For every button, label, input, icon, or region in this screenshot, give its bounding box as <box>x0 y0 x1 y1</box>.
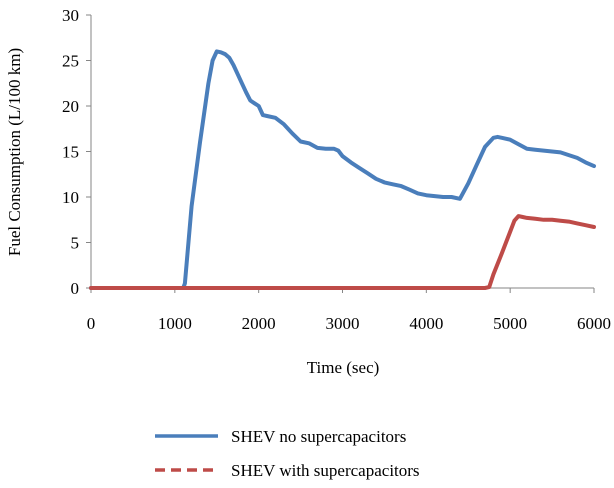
series-line-with-supercapacitors <box>89 214 596 290</box>
x-tick-label: 1000 <box>158 314 192 333</box>
y-tick-label: 25 <box>62 52 79 71</box>
x-tick-label: 2000 <box>242 314 276 333</box>
x-tick-label: 3000 <box>326 314 360 333</box>
y-tick-label: 30 <box>62 6 79 25</box>
y-tick-label: 15 <box>62 143 79 162</box>
y-tick-label: 10 <box>62 188 79 207</box>
x-tick-label: 4000 <box>409 314 443 333</box>
legend: SHEV no supercapacitors SHEV with superc… <box>155 427 420 480</box>
x-axis-label: Time (sec) <box>307 358 380 377</box>
y-tick-label: 20 <box>62 97 79 116</box>
legend-label-no-supercapacitors: SHEV no supercapacitors <box>231 427 406 446</box>
x-tick-label: 0 <box>87 314 96 333</box>
legend-label-with-supercapacitors: SHEV with supercapacitors <box>231 461 420 480</box>
y-tick-label: 5 <box>71 234 80 253</box>
x-tick-label: 6000 <box>577 314 611 333</box>
axes <box>90 15 594 289</box>
x-tick-label: 5000 <box>493 314 527 333</box>
y-ticks: 0 5 10 15 20 25 30 <box>62 6 91 298</box>
series-layer <box>89 49 596 290</box>
y-tick-label: 0 <box>71 279 80 298</box>
x-ticks: 0 1000 2000 3000 4000 5000 6000 <box>87 288 611 333</box>
y-axis-label: Fuel Consumption (L/100 km) <box>5 48 24 256</box>
series-line-no-supercapacitors <box>89 49 596 290</box>
